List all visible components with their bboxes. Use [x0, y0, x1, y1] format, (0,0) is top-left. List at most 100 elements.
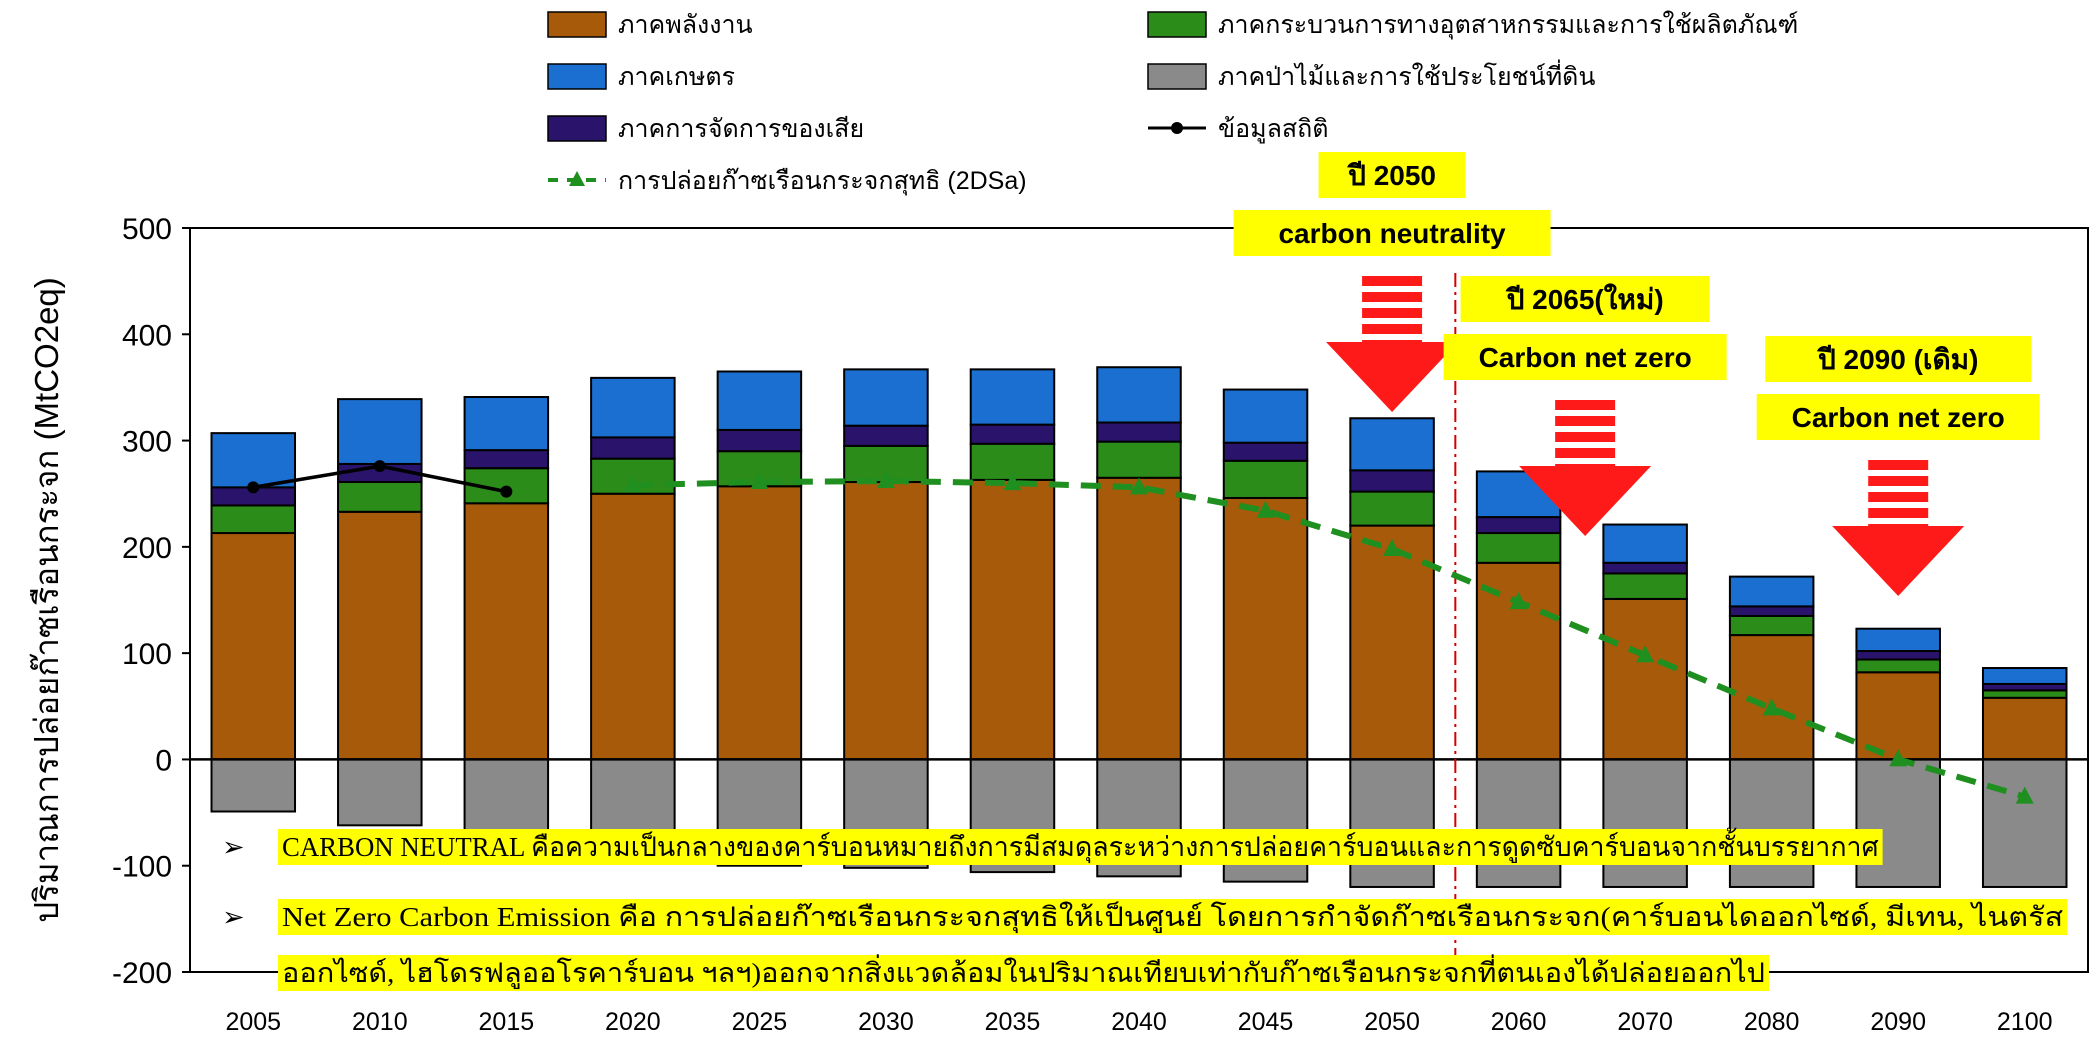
- x-tick-label: 2015: [479, 1008, 535, 1036]
- x-tick-label: 2010: [352, 1008, 408, 1036]
- x-tick-label: 2100: [1997, 1008, 2053, 1036]
- bar-segment: [1981, 689, 2068, 699]
- callout-label: Carbon net zero: [1479, 342, 1692, 373]
- y-tick-label: 500: [122, 213, 172, 246]
- x-tick-label: 2005: [225, 1008, 281, 1036]
- note-bullet: ➢: [222, 832, 245, 862]
- bar-segment: [1475, 758, 1562, 888]
- bar-segment: [969, 478, 1056, 761]
- callout-box: [1765, 336, 2032, 382]
- bar-segment: [716, 428, 803, 453]
- x-tick-label: 2080: [1744, 1008, 1800, 1036]
- callout-box: [1756, 394, 2040, 440]
- callout-arrow-stripe: [1868, 492, 1929, 502]
- x-tick-label: 2040: [1111, 1008, 1167, 1036]
- legend-swatch: [547, 63, 607, 90]
- y-tick-label: 300: [122, 426, 172, 459]
- bar-segment: [1222, 441, 1309, 462]
- callout-arrow-stripe: [1362, 276, 1423, 286]
- bar-segment: [1855, 650, 1941, 661]
- bar-segment: [843, 424, 929, 447]
- bar-segment: [969, 423, 1056, 445]
- callout-label: ปี 2065(ใหม่): [1505, 283, 1664, 315]
- bar-segment: [1475, 532, 1562, 564]
- bar-segment: [1855, 658, 1941, 674]
- callout-box: [1233, 210, 1551, 256]
- bar-segment: [843, 481, 929, 761]
- legend-label: ภาคเกษตร: [618, 63, 735, 91]
- bar-segment: [716, 370, 803, 431]
- bar-segment: [590, 376, 676, 439]
- bar-segment: [337, 481, 423, 513]
- bar-segment: [463, 395, 550, 452]
- net-emissions-2dsa-point: [2015, 786, 2034, 804]
- bar-segment: [210, 532, 297, 761]
- net-emissions-2dsa-line: [632, 477, 2026, 800]
- callout-box: [1443, 334, 1727, 380]
- note-highlight: [278, 899, 2068, 935]
- bar-segment: [1349, 417, 1435, 472]
- x-tick-label: 2050: [1364, 1008, 1420, 1036]
- x-tick-label: 2070: [1617, 1008, 1673, 1036]
- note-text: ออกไซด์, ไฮโดรฟลูออโรคาร์บอน ฯลฯ)ออกจากส…: [282, 954, 1765, 989]
- net-emissions-2dsa-point: [1889, 749, 1908, 767]
- bar-segment: [1855, 627, 1941, 653]
- bar-segment: [716, 485, 803, 761]
- callout-box: [1460, 276, 1710, 322]
- y-tick-label: 200: [122, 532, 172, 565]
- callout-arrow-stripe: [1362, 324, 1423, 334]
- legend-swatch-marker: [569, 171, 585, 186]
- notes: ➢ CARBON NEUTRAL คือความเป็นกลางของคาร์บอ…: [222, 827, 2068, 991]
- net-emissions-2dsa-point: [623, 475, 642, 493]
- callout-arrow-head: [1326, 342, 1459, 412]
- bar-segment: [590, 492, 676, 761]
- bar-segment: [1728, 758, 1815, 888]
- callout-arrow-stripe: [1362, 308, 1423, 318]
- bar-segment: [210, 758, 297, 813]
- bar-segment: [843, 368, 929, 427]
- net-emissions-2dsa-point: [1256, 500, 1275, 518]
- legend-swatch: [547, 115, 607, 142]
- callout-arrow-stripe: [1362, 292, 1423, 302]
- bar-segment: [1096, 476, 1182, 761]
- x-tick-label: 2030: [858, 1008, 914, 1036]
- statistics-point: [247, 481, 260, 494]
- bar-segment: [1222, 459, 1309, 499]
- legend-label: ภาคป่าไม้และการใช้ประโยชน์ที่ดิน: [1218, 59, 1596, 91]
- bar-segment: [1728, 614, 1815, 637]
- y-axis-label: ปริมาณการปล่อยก๊าซเรือนกระจก (MtCO2eq): [28, 277, 65, 923]
- bar-segment: [1602, 572, 1688, 600]
- y-tick-label: 0: [155, 744, 172, 777]
- legend-swatch: [547, 11, 607, 38]
- callout-label: carbon neutrality: [1278, 218, 1506, 249]
- x-tick-label: 2025: [732, 1008, 788, 1036]
- x-tick-label: 2060: [1491, 1008, 1547, 1036]
- note-text: CARBON NEUTRAL คือความเป็นกลางของคาร์บอน…: [282, 827, 1879, 864]
- bar-segment: [1096, 366, 1182, 424]
- callout-arrow-stripe: [1555, 432, 1616, 442]
- bar-segment: [590, 436, 676, 460]
- net-emissions-2dsa-point: [750, 472, 769, 490]
- bar-segment: [1602, 561, 1688, 575]
- bar-segment: [1602, 597, 1688, 761]
- bar-segment: [1602, 758, 1688, 888]
- callout-label: ปี 2090 (เดิม): [1816, 344, 1978, 375]
- bar-segment: [1349, 758, 1435, 888]
- callout-arrow-stripe: [1868, 508, 1929, 518]
- bar-segment: [1728, 634, 1815, 761]
- callout-arrow-head: [1519, 466, 1652, 536]
- legend-label: ภาคกระบวนการทางอุตสาหกรรมและการใช้ผลิตภั…: [1218, 10, 1798, 40]
- bar-segment: [337, 758, 423, 827]
- statistics-point: [500, 485, 513, 498]
- y-tick-label: 100: [122, 638, 172, 671]
- legend-label: ภาคพลังงาน: [618, 11, 753, 39]
- x-tick-label: 2045: [1238, 1008, 1294, 1036]
- net-emissions-2dsa-point: [1636, 645, 1655, 663]
- x-tick-label: 2020: [605, 1008, 661, 1036]
- legend-label: ข้อมูลสถิติ: [1218, 115, 1329, 144]
- callout-label: Carbon net zero: [1792, 402, 2005, 433]
- net-emissions-2dsa-point: [1762, 698, 1781, 716]
- bar-segment: [1222, 388, 1309, 444]
- note-text: Net Zero Carbon Emission คือ การปล่อยก๊า…: [282, 899, 2063, 934]
